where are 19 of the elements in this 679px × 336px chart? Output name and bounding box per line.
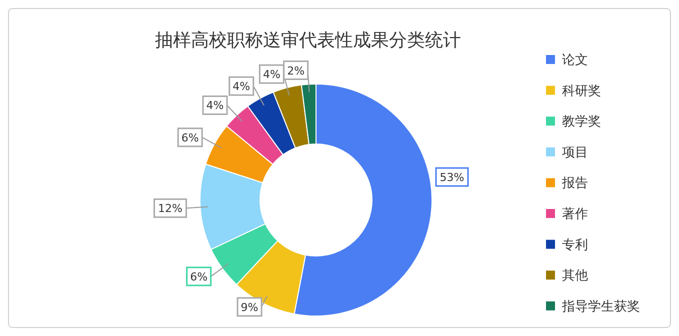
legend-label: 论文 xyxy=(562,53,588,68)
data-label: 6% xyxy=(190,270,208,284)
data-label: 4% xyxy=(232,80,250,94)
legend-label: 报告 xyxy=(561,176,588,192)
data-label: 53% xyxy=(440,171,464,184)
data-label: 4% xyxy=(206,99,224,112)
data-label: 6% xyxy=(181,131,199,144)
legend-label: 指导学生获奖 xyxy=(561,299,640,314)
data-label: 2% xyxy=(287,64,305,78)
legend-label: 科研奖 xyxy=(562,84,601,99)
legend-label: 著作 xyxy=(562,207,588,222)
legend-label: 教学奖 xyxy=(562,114,601,130)
legend-label: 项目 xyxy=(562,145,588,160)
data-label: 4% xyxy=(262,68,280,82)
legend-label: 专利 xyxy=(562,238,588,253)
data-label: 9% xyxy=(240,300,258,314)
chart-title: 抽样高校职称送审代表性成果分类统计 xyxy=(155,30,461,51)
legend-label: 其他 xyxy=(562,268,588,284)
data-label: 12% xyxy=(158,202,182,216)
